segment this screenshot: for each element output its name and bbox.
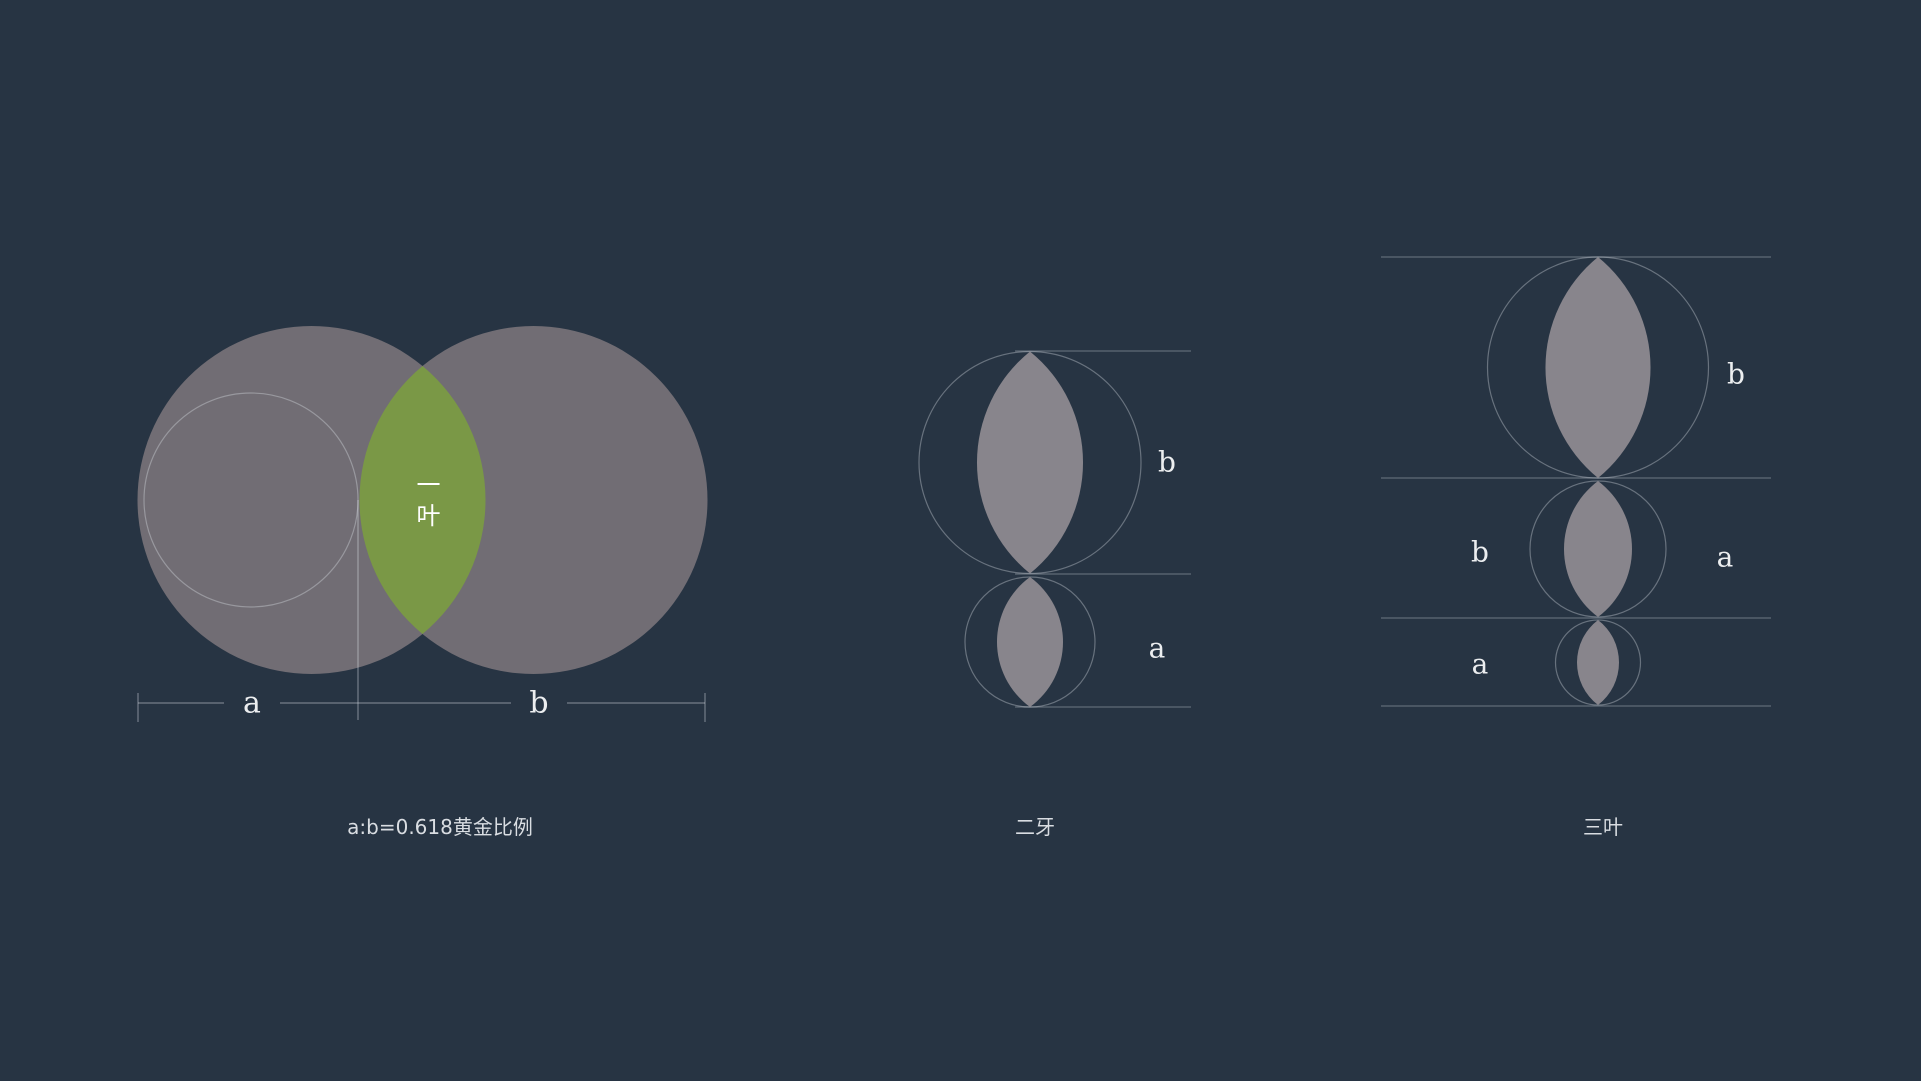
caption-one-leaf: a:b=0.618黄金比例 [347, 815, 533, 839]
two-buds-label-a: a [1149, 632, 1166, 665]
three-leaves-lens-small [1576, 620, 1620, 705]
three-leaves-label-b-right: b [1727, 358, 1745, 391]
green-leaf-lens [359, 366, 486, 634]
three-leaves-lens-mid [1564, 481, 1632, 617]
two-buds-label-b: b [1158, 446, 1176, 479]
two-buds-lens-big [976, 351, 1084, 574]
dim-label-a: a [243, 686, 261, 721]
panel-three-leaves: b b a a 三叶 [1381, 256, 1771, 839]
panel-one-leaf: a b a:b=0.618黄金比例 [137, 326, 708, 839]
caption-two-buds: 二牙 [1015, 815, 1055, 839]
three-leaves-label-a-right: a [1717, 541, 1734, 574]
two-buds-lens-small [996, 577, 1064, 707]
panel-two-buds: b a 二牙 [918, 350, 1191, 839]
caption-three-leaves: 三叶 [1583, 815, 1623, 839]
construction-circle-small [143, 392, 359, 608]
three-leaves-label-b-left: b [1471, 536, 1489, 569]
three-leaves-label-a-left: a [1472, 648, 1489, 681]
dim-label-b: b [529, 686, 548, 721]
leaf-label: 一叶 [412, 472, 440, 534]
three-leaves-lens-big [1545, 257, 1651, 478]
